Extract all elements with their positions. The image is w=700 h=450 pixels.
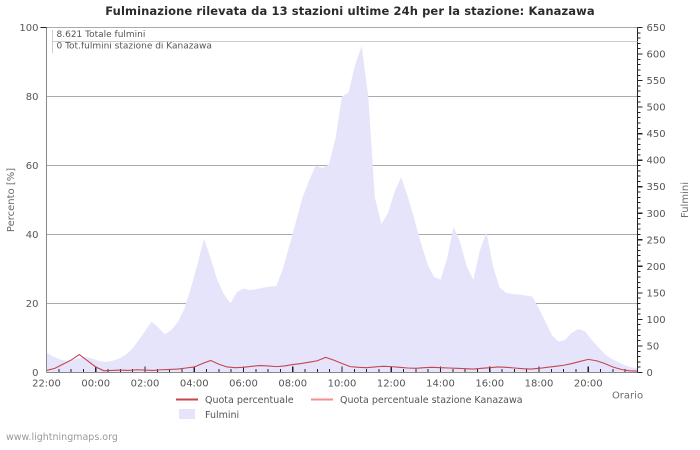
y2tick-label: 200	[647, 262, 666, 273]
xtick-label: 00:00	[81, 379, 110, 390]
legend-label-quota-percentuale: Quota percentuale	[205, 395, 294, 406]
y2tick-label: 250	[647, 235, 666, 246]
ytick-label: 100	[19, 23, 38, 34]
xtick-label: 18:00	[525, 379, 554, 390]
legend-label-fulmini: Fulmini	[205, 410, 239, 421]
annotation-line: 8.621 Totale fulmini	[57, 30, 146, 40]
ytick-label: 60	[26, 161, 39, 172]
ytick-label: 0	[32, 368, 38, 379]
ytick-label: 80	[26, 92, 39, 103]
xtick-label: 14:00	[426, 379, 455, 390]
y2-axis-title: Fulmini	[680, 182, 691, 218]
xtick-label: 12:00	[377, 379, 406, 390]
y2tick-label: 150	[647, 288, 666, 299]
y2tick-label: 0	[647, 368, 653, 379]
y2tick-label: 50	[647, 341, 660, 352]
xtick-label: 02:00	[131, 379, 160, 390]
annotation-line: 0 Tot.fulmini stazione di Kanazawa	[57, 42, 212, 52]
ytick-label: 20	[26, 299, 39, 310]
legend-label-quota-percentuale-stazione: Quota percentuale stazione Kanazawa	[340, 395, 523, 406]
xtick-label: 06:00	[229, 379, 258, 390]
y2tick-label: 650	[647, 23, 666, 34]
y2tick-label: 500	[647, 103, 666, 114]
site-footer: www.lightningmaps.org	[6, 432, 118, 443]
xtick-label: 10:00	[328, 379, 357, 390]
y2tick-label: 100	[647, 315, 666, 326]
y2tick-label: 450	[647, 129, 666, 140]
ytick-label: 40	[26, 230, 39, 241]
y2tick-label: 300	[647, 209, 666, 220]
y2tick-label: 400	[647, 156, 666, 167]
area-fulmini	[46, 46, 638, 373]
y2tick-label: 350	[647, 182, 666, 193]
xtick-label: 08:00	[278, 379, 307, 390]
xtick-label: 04:00	[180, 379, 209, 390]
xtick-label: 16:00	[475, 379, 504, 390]
legend-swatch-fulmini	[179, 409, 195, 419]
xtick-label: 22:00	[32, 379, 61, 390]
line-quota-percentuale	[46, 353, 638, 372]
xtick-label: 20:00	[574, 379, 603, 390]
y2tick-label: 550	[647, 76, 666, 87]
y-axis-title: Percento [%]	[6, 168, 17, 232]
x-axis-title: Orario	[612, 391, 643, 402]
y2tick-label: 600	[647, 50, 666, 61]
chart-title: Fulminazione rilevata da 13 stazioni ult…	[105, 4, 595, 18]
